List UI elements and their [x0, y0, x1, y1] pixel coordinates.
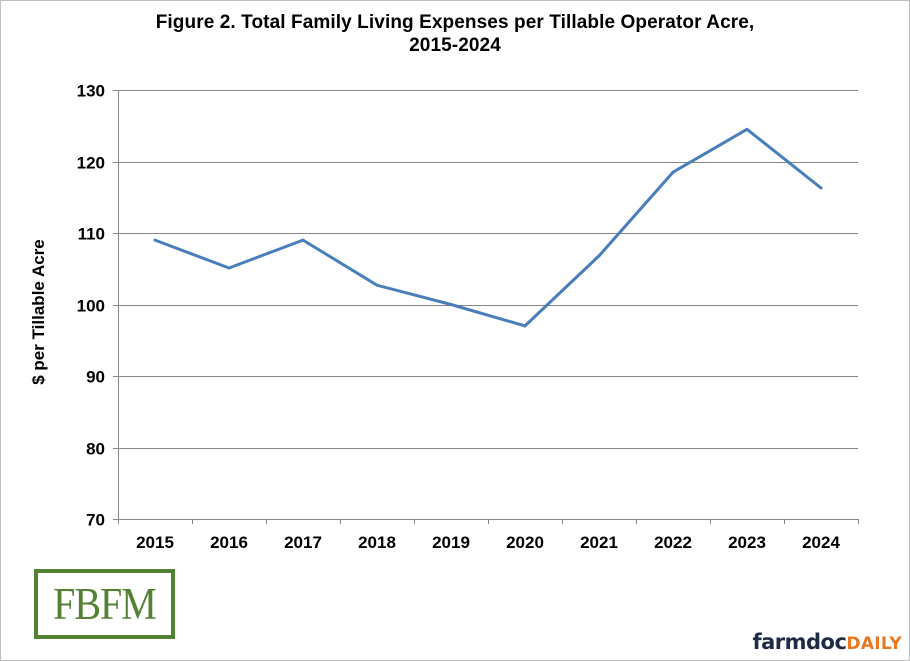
y-tick-label: 80 — [86, 440, 105, 459]
data-point-2018 — [375, 283, 379, 287]
data-point-2015 — [153, 238, 157, 242]
data-point-2020 — [523, 324, 527, 328]
x-tick-label: 2024 — [802, 533, 840, 552]
x-tick-label: 2022 — [654, 533, 692, 552]
series-group — [153, 127, 823, 328]
farmdoc-logo-text: farmdoc — [752, 630, 847, 654]
fbfm-logo: FBFM — [34, 569, 175, 639]
x-tick-label: 2023 — [728, 533, 766, 552]
x-tick-label: 2016 — [210, 533, 248, 552]
data-point-2022 — [671, 170, 675, 174]
data-point-2016 — [227, 266, 231, 270]
y-axis-label: $ per Tillable Acre — [29, 239, 48, 385]
data-point-2023 — [745, 127, 749, 131]
x-tick-label: 2017 — [284, 533, 322, 552]
data-point-2021 — [597, 254, 601, 258]
daily-logo-text: DAILY — [846, 634, 902, 654]
x-tick-labels: 2015 2016 2017 2018 2019 2020 2021 2022 2023 2024 — [136, 533, 840, 552]
data-point-2019 — [449, 303, 453, 306]
farmdoc-daily-logo: farmdocDAILY — [752, 630, 902, 654]
data-point-2024 — [819, 186, 823, 190]
y-tick-label: 70 — [86, 511, 105, 530]
x-tick-label: 2018 — [358, 533, 396, 552]
x-tick-label: 2020 — [506, 533, 544, 552]
x-tick-label: 2019 — [432, 533, 470, 552]
gridlines — [118, 90, 858, 449]
y-tick-label: 90 — [86, 368, 105, 387]
y-tick-labels: 70 80 90 100 110 120 130 — [77, 82, 105, 530]
data-point-2017 — [301, 238, 305, 242]
axes — [113, 90, 859, 524]
chart-title-line2: 2015-2024 — [409, 35, 501, 56]
fbfm-logo-text: FBFM — [53, 577, 157, 630]
y-tick-label: 130 — [77, 82, 105, 101]
x-tick-label: 2015 — [136, 533, 174, 552]
y-tick-label: 110 — [78, 225, 105, 244]
y-tick-label: 120 — [77, 154, 105, 173]
y-tick-label: 100 — [77, 297, 105, 316]
x-tick-label: 2021 — [580, 533, 618, 552]
chart-title-line1: Figure 2. Total Family Living Expenses p… — [155, 12, 755, 33]
fbfm-logo-panel: FBFM — [39, 574, 170, 634]
series-line — [154, 127, 822, 328]
chart-title: Figure 2. Total Family Living Expenses p… — [0, 11, 910, 57]
